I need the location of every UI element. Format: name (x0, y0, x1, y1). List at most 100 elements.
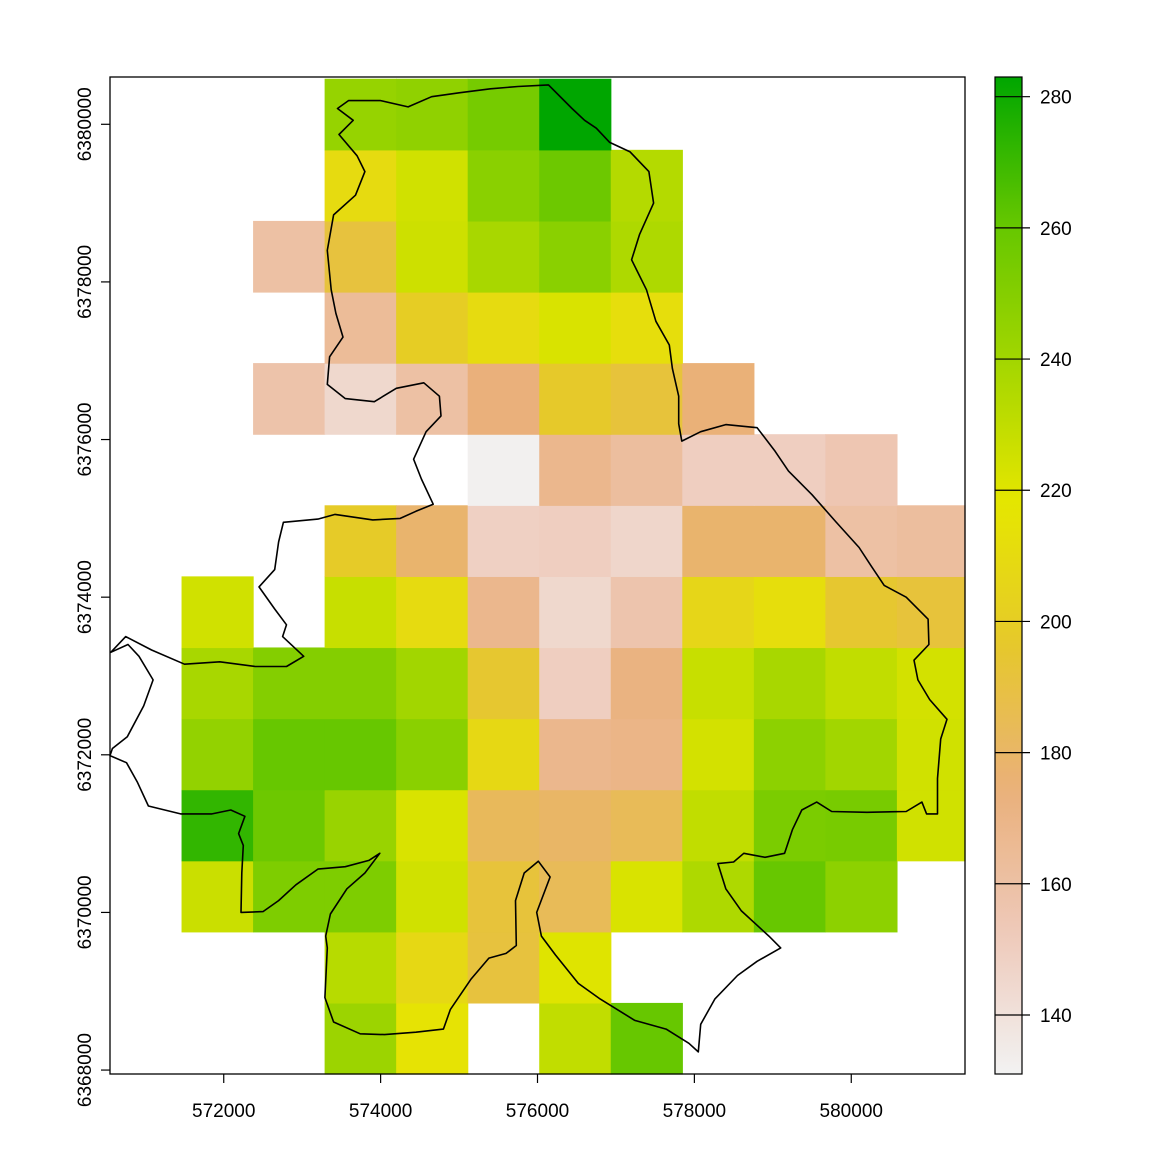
raster-cell (825, 576, 898, 649)
raster-cell (682, 576, 755, 649)
raster-cell (825, 789, 898, 862)
x-tick-label: 580000 (820, 1101, 883, 1122)
raster-cell (324, 789, 397, 862)
colorbar-tick-label: 240 (1040, 350, 1072, 371)
x-tick-label: 578000 (663, 1101, 726, 1122)
y-tick-label: 6378000 (75, 245, 96, 319)
raster-cell (539, 647, 612, 720)
raster-cell (396, 292, 469, 364)
y-tick-label: 6374000 (75, 560, 96, 634)
raster-cell (539, 931, 612, 1004)
raster-cell (539, 505, 612, 577)
raster-cell (467, 647, 540, 720)
raster-cell (682, 363, 755, 435)
colorbar-tick-label: 200 (1040, 612, 1072, 633)
colorbar-tick-label: 220 (1040, 481, 1072, 502)
raster-cell (467, 576, 540, 649)
raster-cell (539, 78, 612, 151)
y-tick-label: 6370000 (75, 875, 96, 949)
raster-cell (324, 149, 397, 222)
y-axis: 6368000 6370000 6372000 6374000 6376000 63780… (75, 87, 110, 1107)
raster-cell (539, 1002, 612, 1075)
raster-cell (467, 931, 540, 1004)
raster-cell (610, 718, 683, 791)
raster-cell (682, 860, 755, 933)
raster-cell (610, 363, 683, 435)
raster-cell (539, 292, 612, 364)
raster-cell (396, 149, 469, 222)
raster-cell (682, 718, 755, 791)
raster-cell (396, 363, 469, 435)
y-tick-label: 6372000 (75, 718, 96, 792)
raster-cell (825, 860, 898, 933)
raster-cell (181, 576, 254, 649)
raster-cell (753, 718, 826, 791)
raster-cell (396, 505, 469, 577)
y-tick-label: 6380000 (75, 87, 96, 161)
raster-cell (753, 505, 826, 577)
raster-cell (467, 220, 540, 293)
raster-cell (610, 860, 683, 933)
raster-cell (539, 363, 612, 435)
raster-cell (324, 718, 397, 791)
colorbar-tick-label: 280 (1040, 88, 1072, 109)
raster-cell (467, 149, 540, 222)
boundary-outline (109, 84, 948, 1053)
raster-cell (253, 647, 326, 720)
raster-cell (896, 718, 966, 791)
raster-cell (181, 647, 254, 720)
raster-cell (682, 505, 755, 577)
raster-cell (396, 931, 469, 1004)
raster-cell (467, 78, 540, 151)
raster-cell (324, 505, 397, 577)
raster-cell (610, 292, 683, 364)
colorbar-legend: 140 160 180 200 220 240 260 280 (994, 76, 1072, 1075)
raster-grid (181, 78, 966, 1075)
raster-cell (324, 1002, 397, 1075)
raster-cell (396, 647, 469, 720)
raster-cell (467, 292, 540, 364)
raster-cell (539, 434, 612, 506)
raster-cell (610, 1002, 683, 1075)
raster-cell (610, 434, 683, 506)
raster-cell (467, 789, 540, 862)
raster-cell (682, 434, 755, 506)
raster-cell (396, 860, 469, 933)
x-tick-label: 574000 (349, 1101, 412, 1122)
raster-cell (896, 576, 966, 649)
y-tick-label: 6368000 (75, 1033, 96, 1107)
y-tick-label: 6376000 (75, 403, 96, 477)
raster-cell (467, 505, 540, 577)
x-tick-label: 572000 (192, 1101, 255, 1122)
raster-cell (753, 576, 826, 649)
raster-cell (896, 647, 966, 720)
raster-cell (324, 363, 397, 435)
raster-cell (181, 718, 254, 791)
raster-cell (253, 789, 326, 862)
colorbar-ticks: 140 160 180 200 220 240 260 280 (995, 88, 1072, 1027)
x-tick-label: 576000 (506, 1101, 569, 1122)
raster-cell (682, 647, 755, 720)
raster-cell (539, 149, 612, 222)
raster-cell (610, 149, 683, 222)
colorbar-tick-label: 140 (1040, 1006, 1072, 1027)
raster-cell (825, 505, 898, 577)
raster-cell (324, 576, 397, 649)
raster-cell (324, 860, 397, 933)
raster-cell (253, 363, 326, 435)
raster-cell (539, 220, 612, 293)
raster-cell (682, 789, 755, 862)
raster-cell (753, 789, 826, 862)
raster-cell (467, 363, 540, 435)
raster-cell (610, 576, 683, 649)
raster-cell (324, 220, 397, 293)
raster-cell (753, 647, 826, 720)
raster-cell (324, 78, 397, 151)
raster-cell (753, 434, 826, 506)
raster-cell (467, 860, 540, 933)
raster-cell (396, 576, 469, 649)
raster-cell (610, 505, 683, 577)
raster-cell (181, 860, 254, 933)
raster-cell (610, 220, 683, 293)
